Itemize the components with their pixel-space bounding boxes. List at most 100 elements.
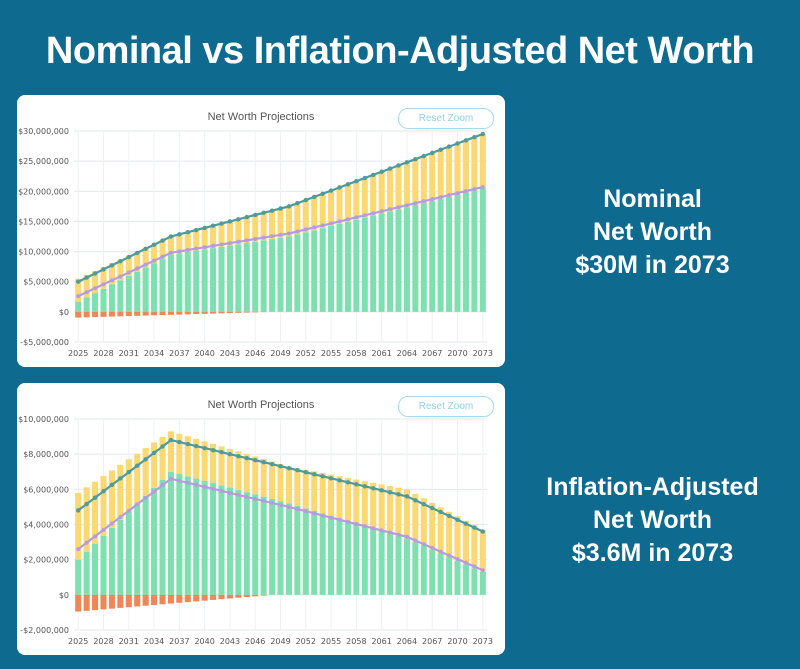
nominal-summary-label: Nominal Net Worth $30M in 2073 [505, 183, 800, 282]
growth-bar [319, 193, 326, 229]
x-tick-label: 2043 [220, 349, 240, 358]
asset-bar [92, 543, 99, 595]
asset-bar [83, 297, 90, 312]
asset-bar [319, 513, 326, 595]
adjusted-point [261, 235, 266, 240]
asset-bar [201, 249, 208, 312]
asset-bar [311, 510, 318, 595]
net-worth-point [421, 501, 426, 507]
growth-bar [437, 507, 444, 554]
net-worth-point [261, 460, 266, 465]
adjusted-point [396, 532, 401, 537]
asset-bar [269, 498, 276, 595]
asset-bar [437, 553, 444, 595]
reset-zoom-button[interactable]: Reset Zoom [398, 396, 494, 417]
adjusted-point [219, 242, 224, 247]
growth-bar [134, 453, 141, 504]
net-worth-point [126, 254, 131, 260]
growth-bar [403, 162, 410, 208]
adjusted-point [438, 195, 443, 200]
net-worth-point [118, 476, 123, 481]
asset-bar [134, 503, 141, 595]
adjusted-point [430, 545, 435, 550]
debt-bar [142, 311, 149, 316]
adjusted-point [371, 211, 376, 216]
chart-title: Net Worth Projections [208, 399, 315, 411]
asset-bar [226, 487, 233, 595]
growth-bar [454, 516, 461, 561]
asset-bar [252, 241, 259, 312]
net-worth-point [236, 217, 241, 222]
net-worth-point [396, 492, 401, 497]
asset-bar [201, 480, 208, 595]
growth-bar [446, 146, 453, 197]
asset-bar [184, 476, 191, 595]
nominal-net-worth-chart[interactable]: Net Worth Projections $30,000,000 $25,000,… [17, 95, 505, 367]
asset-bar [412, 205, 419, 312]
asset-bar [210, 483, 217, 595]
adjusted-point [362, 524, 367, 529]
x-tick-label: 2034 [144, 349, 164, 358]
growth-bar [420, 156, 427, 203]
growth-bar [83, 487, 90, 552]
growth-bar [336, 476, 343, 519]
x-tick-label: 2028 [93, 349, 113, 358]
net-worth-point [286, 204, 292, 209]
debt-bar [243, 311, 250, 313]
adjusted-point [421, 199, 426, 204]
net-worth-point [345, 480, 351, 485]
adjusted-point [413, 538, 418, 543]
y-tick-label: -$5,000,000 [20, 338, 69, 347]
debt-bar [83, 311, 90, 318]
growth-bar [328, 190, 335, 227]
y-tick-label: $2,000,000 [23, 556, 69, 565]
growth-bar [117, 464, 124, 520]
adjusted-point [329, 221, 334, 226]
growth-bar [134, 251, 141, 272]
net-worth-point [236, 453, 241, 459]
growth-bar [167, 236, 174, 255]
net-worth-point [168, 234, 174, 239]
growth-bar [151, 442, 158, 488]
asset-bar [285, 503, 292, 595]
y-tick-label: -$2,000,000 [20, 626, 69, 635]
adjusted-point [76, 294, 81, 299]
asset-bar [336, 223, 343, 312]
growth-bar [218, 223, 225, 247]
net-worth-point [278, 206, 283, 211]
asset-bar [75, 301, 82, 312]
growth-bar [252, 214, 259, 242]
x-tick-label: 2067 [422, 349, 442, 358]
adjusted-point [463, 560, 468, 565]
asset-bar [218, 246, 225, 312]
growth-bar [193, 438, 200, 479]
asset-bar [125, 275, 132, 312]
debt-bar [75, 311, 82, 318]
net-worth-point [84, 501, 89, 507]
x-tick-label: 2025 [68, 349, 88, 358]
adjusted-point [135, 502, 140, 507]
asset-bar [125, 511, 132, 595]
asset-bar [210, 248, 217, 312]
x-tick-label: 2049 [270, 637, 290, 646]
adjusted-point [244, 494, 249, 499]
adjusted-point [168, 476, 173, 481]
net-worth-point [118, 258, 123, 264]
adjusted-point [303, 509, 308, 514]
adjusted-point [286, 231, 291, 236]
growth-bar [277, 208, 284, 238]
reset-zoom-button[interactable]: Reset Zoom [398, 108, 494, 129]
adjusted-point [472, 564, 477, 569]
inflation-adjusted-net-worth-chart[interactable]: Net Worth Projections $10,000,000 $8,000,0… [17, 383, 505, 655]
asset-bar [100, 535, 107, 595]
asset-bar [462, 564, 469, 595]
debt-bar [184, 311, 191, 315]
growth-bar [142, 248, 149, 268]
debt-bar [92, 311, 99, 318]
net-worth-point [446, 513, 452, 519]
debt-bar [176, 594, 183, 603]
growth-bar [243, 217, 250, 243]
net-worth-point [194, 227, 199, 233]
net-worth-point [371, 172, 376, 178]
adjusted-point [118, 515, 123, 520]
